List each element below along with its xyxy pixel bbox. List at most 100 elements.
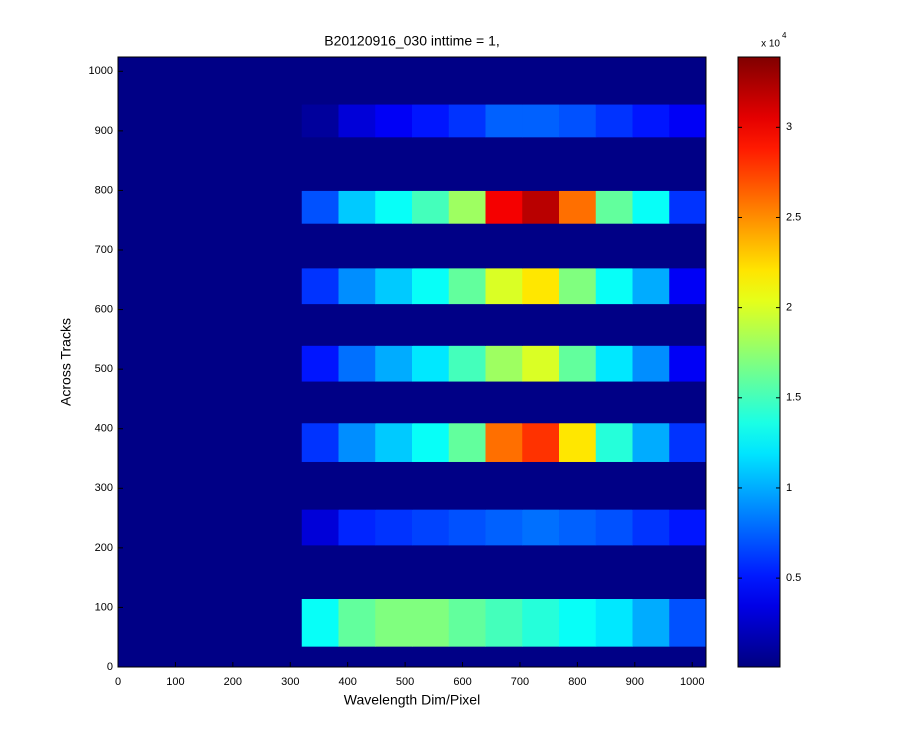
- heat-cell: [669, 461, 707, 510]
- x-tick-label: 300: [281, 676, 299, 688]
- heat-cell: [412, 646, 450, 668]
- heat-cell: [301, 223, 339, 269]
- heat-cell: [485, 136, 523, 191]
- heat-cell: [448, 104, 486, 138]
- heat-cell: [485, 104, 523, 138]
- heat-cell: [118, 104, 303, 138]
- heat-cell: [118, 509, 303, 546]
- x-tick-label: 1000: [680, 676, 704, 688]
- heat-cell: [522, 461, 560, 510]
- heat-cell: [522, 223, 560, 269]
- heat-cell: [632, 136, 670, 191]
- heat-cell: [485, 303, 523, 346]
- x-tick-label: 900: [626, 676, 644, 688]
- heat-cell: [559, 544, 597, 599]
- heat-cell: [559, 190, 597, 224]
- x-tick-label: 700: [511, 676, 529, 688]
- y-tick-label: 600: [95, 303, 113, 315]
- heat-cell: [559, 381, 597, 424]
- chart-title: B20120916_030 inttime = 1,: [324, 33, 500, 49]
- y-tick-label: 500: [95, 363, 113, 375]
- y-tick-label: 200: [95, 542, 113, 554]
- heat-cell: [669, 136, 707, 191]
- heat-cell: [485, 381, 523, 424]
- heat-cell: [375, 461, 413, 510]
- heat-cell: [118, 422, 303, 462]
- heat-cell: [485, 345, 523, 382]
- heat-cell: [522, 303, 560, 346]
- heat-cell: [522, 136, 560, 191]
- heat-cell: [448, 461, 486, 510]
- heat-cell: [632, 267, 670, 305]
- y-tick-label: 100: [95, 601, 113, 613]
- heat-cell: [632, 646, 670, 668]
- colorbar-multiplier: x 10: [761, 39, 780, 50]
- heat-cell: [118, 303, 303, 346]
- colorbar-tick-label: 0.5: [786, 572, 801, 584]
- heat-cell: [669, 223, 707, 269]
- heat-cell: [375, 267, 413, 305]
- heat-cell: [338, 190, 376, 224]
- heat-cell: [118, 57, 303, 105]
- heat-cell: [375, 303, 413, 346]
- colorbar: [737, 56, 781, 668]
- heat-cell: [301, 303, 339, 346]
- heat-cell: [485, 57, 523, 105]
- heat-cell: [632, 190, 670, 224]
- heat-cell: [448, 646, 486, 668]
- heat-cell: [338, 223, 376, 269]
- heat-cell: [118, 598, 303, 647]
- axes-frame: [117, 56, 707, 668]
- heat-cell: [338, 303, 376, 346]
- heat-cell: [559, 345, 597, 382]
- heat-cell: [448, 267, 486, 305]
- heat-cell: [301, 544, 339, 599]
- colorbar-tick-label: 1.5: [786, 392, 801, 404]
- heat-cell: [632, 461, 670, 510]
- heat-cell: [485, 223, 523, 269]
- heat-cell: [669, 598, 707, 647]
- x-tick-label: 0: [115, 676, 121, 688]
- heat-cell: [448, 57, 486, 105]
- y-tick-label: 700: [95, 244, 113, 256]
- heat-cell: [301, 136, 339, 191]
- heat-cell: [448, 136, 486, 191]
- heat-cell: [412, 544, 450, 599]
- heat-cell: [412, 381, 450, 424]
- heat-cell: [375, 646, 413, 668]
- heat-cell: [632, 57, 670, 105]
- heat-cell: [595, 422, 633, 462]
- heat-cell: [595, 461, 633, 510]
- heat-cell: [301, 190, 339, 224]
- heat-cell: [338, 544, 376, 599]
- heat-cell: [301, 381, 339, 424]
- heat-cell: [669, 57, 707, 105]
- heat-cell: [522, 646, 560, 668]
- heat-cell: [632, 223, 670, 269]
- heat-cell: [412, 267, 450, 305]
- heat-cell: [448, 190, 486, 224]
- heat-cell: [338, 381, 376, 424]
- heat-cell: [301, 509, 339, 546]
- heat-cell: [301, 104, 339, 138]
- heat-cell: [412, 104, 450, 138]
- heat-cell: [522, 190, 560, 224]
- heat-cell: [559, 223, 597, 269]
- heat-cell: [632, 598, 670, 647]
- heat-cell: [301, 57, 339, 105]
- heat-cell: [595, 509, 633, 546]
- heat-cell: [669, 104, 707, 138]
- heat-cell: [669, 267, 707, 305]
- heat-cell: [522, 345, 560, 382]
- heat-cell: [595, 267, 633, 305]
- heat-cell: [118, 223, 303, 269]
- heat-cell: [522, 598, 560, 647]
- colorbar-tick-label: 3: [786, 121, 792, 133]
- y-tick-label: 900: [95, 125, 113, 137]
- heat-cell: [595, 303, 633, 346]
- heat-cell: [375, 136, 413, 191]
- heat-cell: [301, 598, 339, 647]
- y-tick-label: 0: [107, 661, 113, 673]
- x-tick-label: 800: [568, 676, 586, 688]
- heat-cell: [375, 509, 413, 546]
